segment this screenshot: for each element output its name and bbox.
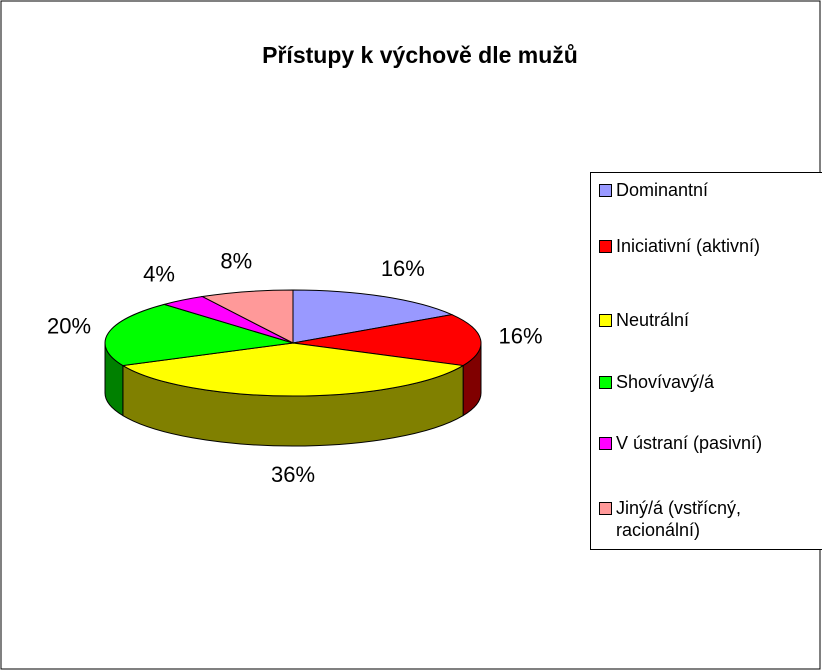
chart-title: Přístupy k výchově dle mužů: [262, 42, 578, 68]
legend-entry: Jiný/á (vstřícný, racionální): [599, 497, 799, 541]
legend-label: V ústraní (pasivní): [616, 433, 763, 453]
legend-swatch: [599, 437, 612, 450]
data-label: 16%: [499, 324, 543, 349]
legend-label: Shovívavý/á: [616, 372, 715, 392]
slice: [292, 289, 454, 344]
slice: [292, 314, 482, 367]
legend-entry: Dominantní: [599, 179, 799, 201]
legend-label: Iniciativní (aktivní): [616, 236, 761, 256]
legend-entry: V ústraní (pasivní): [599, 432, 799, 454]
legend-label: Dominantní: [616, 180, 709, 200]
legend: Dominantní Iniciativní (aktivní) Neutrální…: [590, 172, 822, 550]
legend-entry: Neutrální: [599, 309, 799, 331]
data-label: 16%: [381, 256, 425, 281]
legend-label: Jiný/á (vstřícný, racionální): [616, 498, 742, 540]
legend-entry: Shovívavý/á: [599, 371, 799, 393]
legend-swatch: [599, 240, 612, 253]
legend-swatch: [599, 314, 612, 327]
slice: [104, 303, 294, 367]
slice: [200, 289, 294, 344]
data-label: 20%: [47, 313, 91, 338]
legend-label: Neutrální: [616, 310, 690, 330]
data-label: 8%: [220, 248, 252, 273]
legend-swatch: [599, 376, 612, 389]
legend-swatch: [599, 184, 612, 197]
slice: [121, 342, 465, 397]
legend-swatch: [599, 502, 612, 515]
data-label: 4%: [143, 262, 175, 287]
legend-entry: Iniciativní (aktivní): [599, 235, 799, 257]
data-label: 36%: [271, 462, 315, 487]
